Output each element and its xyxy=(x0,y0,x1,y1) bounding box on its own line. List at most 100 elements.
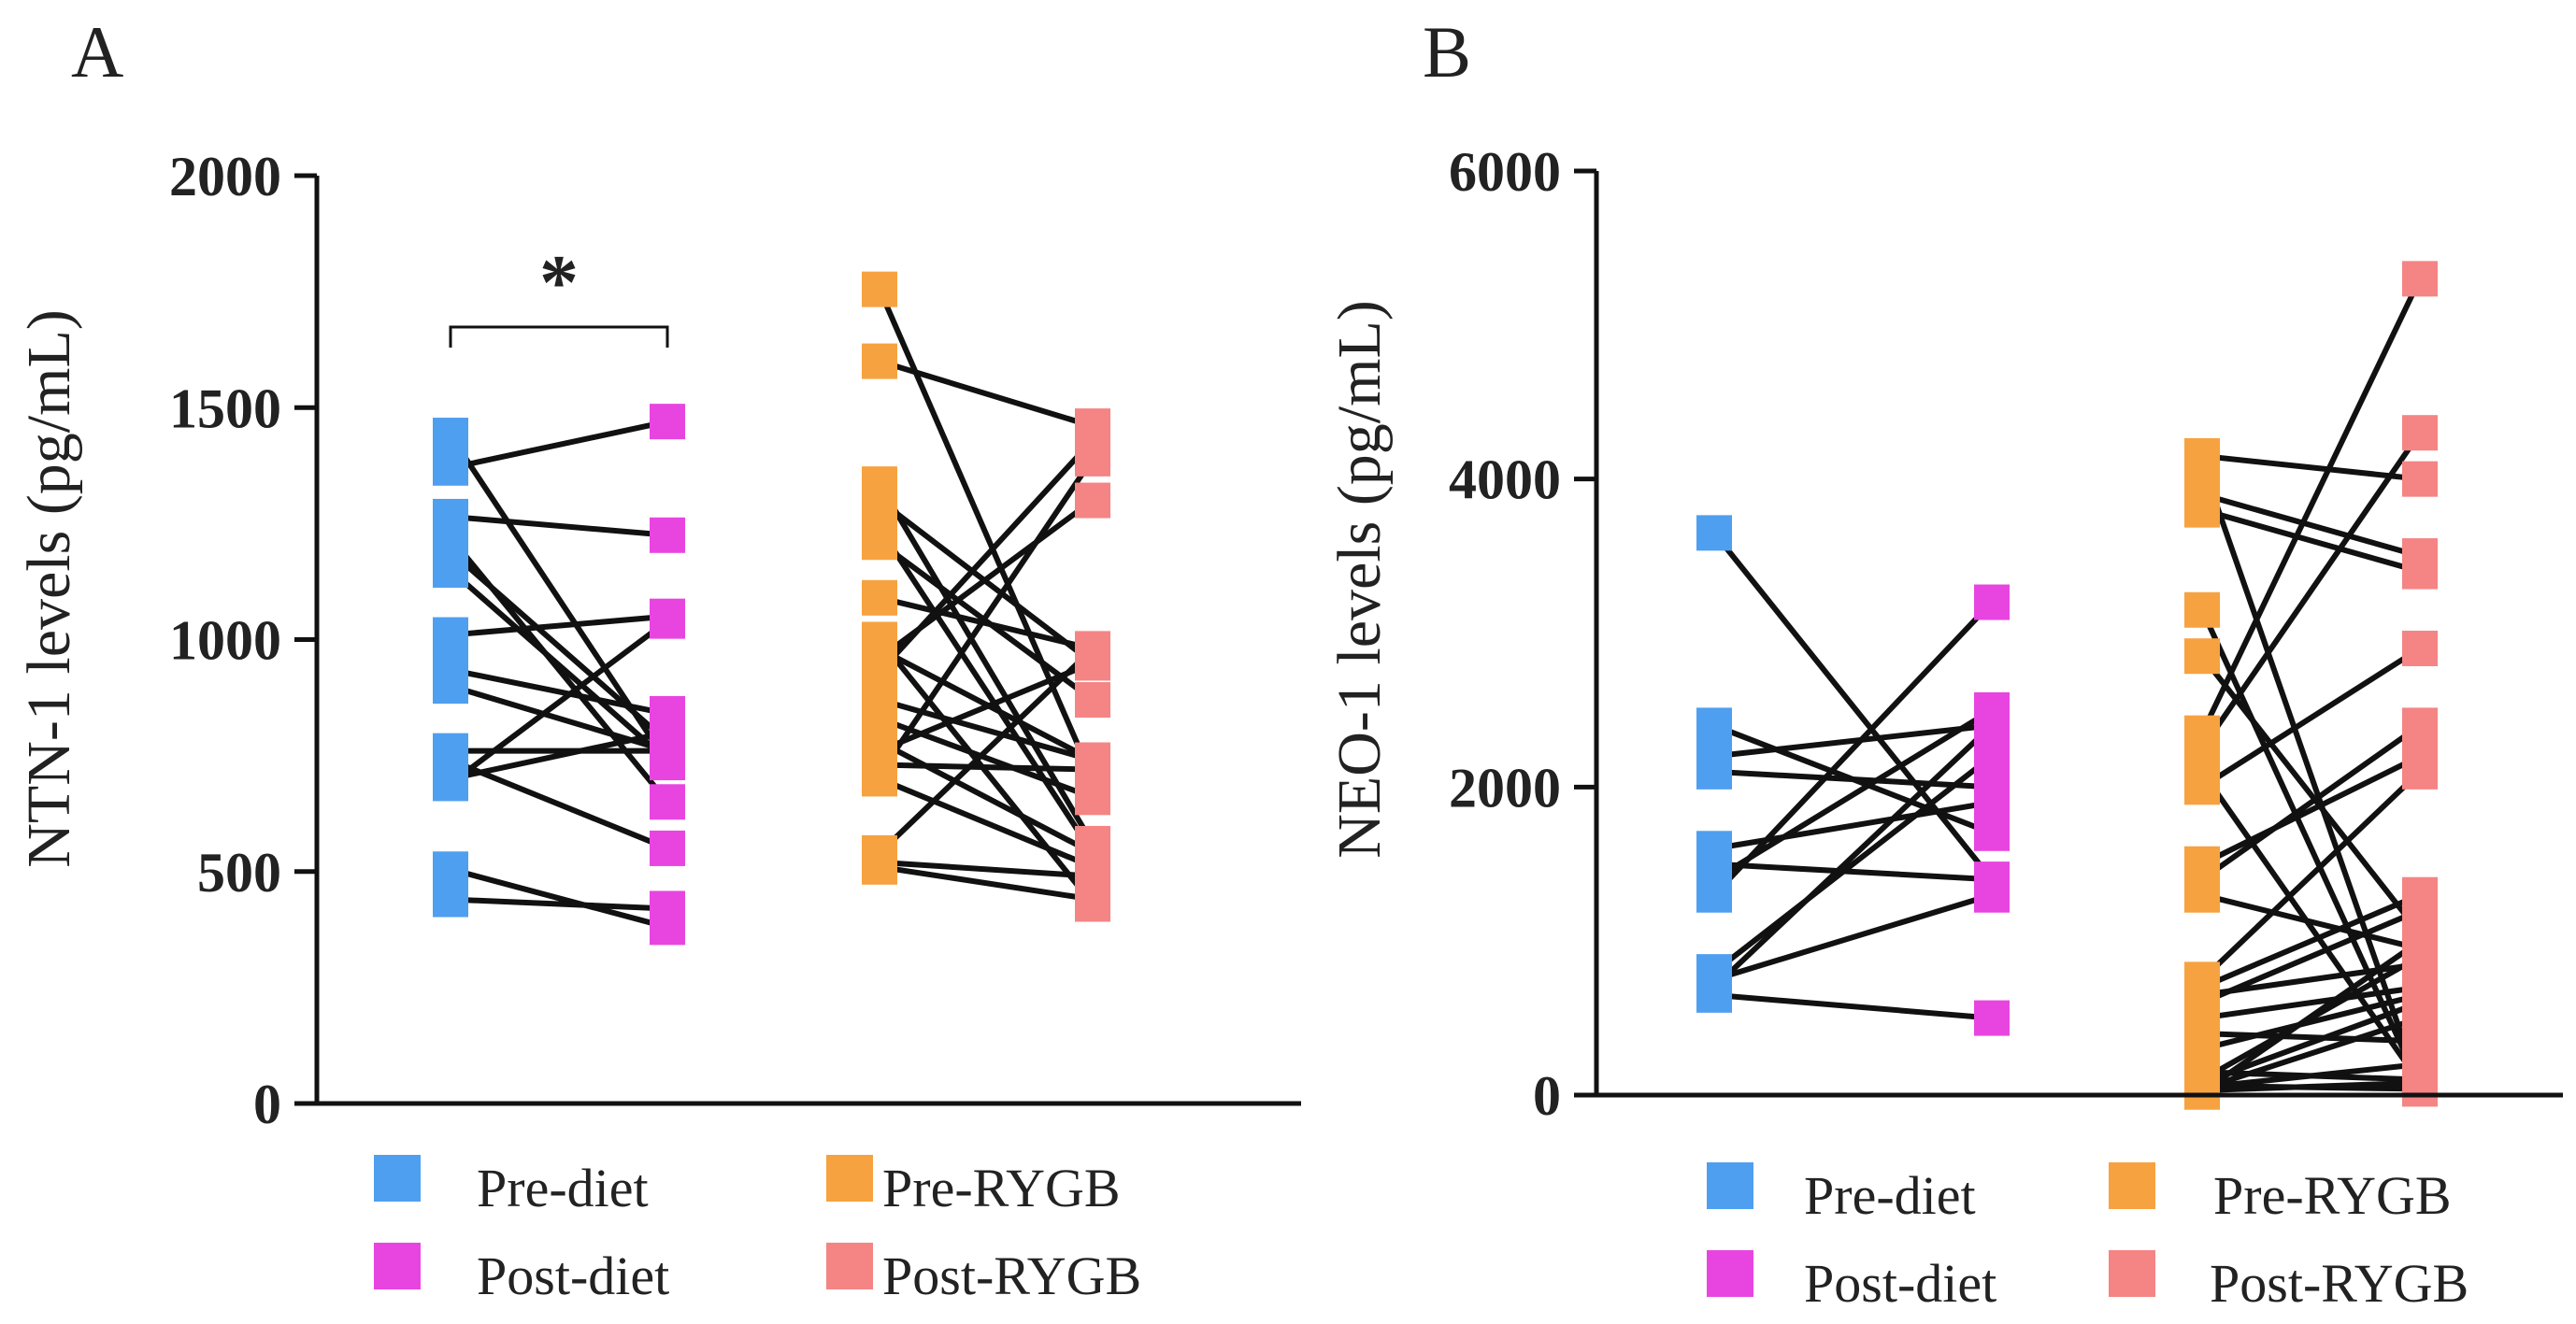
panel-b: B NEO-1 levels (pg/mL) 0 2000 4000 6000 Pre… xyxy=(1325,11,2563,1314)
pair-line-rygb-17 xyxy=(2200,907,2422,1005)
y-tick-label-500: 500 xyxy=(197,842,281,904)
y-tick-label-4000: 4000 xyxy=(1449,449,1561,511)
point-post-diet-13 xyxy=(650,603,685,639)
pair-line-rygb-8 xyxy=(877,637,1095,906)
pair-line-rygb-11 xyxy=(2200,753,2422,867)
pair-line-rygb-19 xyxy=(877,647,1095,856)
panel-a-y-ticks: 0 500 1000 1500 2000 xyxy=(169,146,317,1135)
legend-b-pre-diet-label: Pre-diet xyxy=(1804,1165,1976,1226)
y-tick-label-0: 0 xyxy=(253,1074,281,1135)
y-tick-label-2000: 2000 xyxy=(169,146,281,207)
pair-line-diet-1 xyxy=(1711,531,1995,882)
point-post-rygb-21 xyxy=(1075,881,1110,918)
pair-line-diet-15 xyxy=(450,896,668,912)
point-post-diet-4 xyxy=(650,784,685,820)
point-pre-rygb-1 xyxy=(862,271,897,307)
y-tick-label-2000: 2000 xyxy=(1449,757,1561,819)
legend-a-pre-diet-label: Pre-diet xyxy=(477,1158,649,1218)
point-pre-rygb-28 xyxy=(2184,1074,2220,1110)
point-pre-diet-9 xyxy=(433,668,468,705)
legend-a-pre-rygb-swatch xyxy=(826,1155,873,1202)
pair-line-rygb-8 xyxy=(2199,431,2423,750)
pair-line-rygb-27 xyxy=(2201,1079,2421,1094)
panel-b-letter: B xyxy=(1423,11,1471,93)
point-pre-rygb-4 xyxy=(2184,491,2220,528)
pair-line-rygb-13 xyxy=(2201,891,2421,952)
panel-a: A NTN-1 levels (pg/mL) 0500100015002000 … xyxy=(15,11,1301,1306)
point-pre-rygb-6 xyxy=(862,524,897,561)
point-pre-diet-12 xyxy=(1696,976,1732,1013)
pair-line-rygb-2 xyxy=(2199,463,2423,1089)
panel-a-y-axis-title: NTN-1 levels (pg/mL) xyxy=(15,309,83,868)
point-pre-rygb-2 xyxy=(2184,446,2220,482)
pair-line-rygb-18 xyxy=(878,776,1095,870)
point-post-rygb-8 xyxy=(2402,415,2438,451)
panel-a-legend: Pre-diet Post-diet Pre-RYGB Post-RYGB xyxy=(374,1155,1141,1306)
point-pre-diet-13 xyxy=(433,765,468,802)
pair-line-diet-14 xyxy=(450,866,668,931)
legend-b-post-rygb-label: Post-RYGB xyxy=(2210,1253,2469,1314)
pair-line-rygb-12 xyxy=(2200,722,2422,882)
pair-line-rygb-12 xyxy=(879,697,1094,763)
panel-b-y-ticks: 0 2000 4000 6000 xyxy=(1449,141,1596,1127)
pair-line-rygb-16 xyxy=(879,762,1094,773)
point-pre-diet-1 xyxy=(1696,515,1732,551)
pair-line-diet-9 xyxy=(1712,753,1994,975)
point-pre-rygb-21 xyxy=(862,848,897,885)
legend-b-post-diet-swatch xyxy=(1707,1250,1753,1297)
legend-a-post-rygb-swatch xyxy=(826,1243,873,1289)
point-post-diet-3 xyxy=(650,517,685,553)
point-post-rygb-17 xyxy=(1075,440,1110,477)
point-post-rygb-10 xyxy=(1075,482,1110,519)
point-pre-diet-6 xyxy=(433,552,468,589)
point-post-rygb-7 xyxy=(2402,261,2438,297)
pair-line-diet-3 xyxy=(1713,722,1993,760)
pair-line-diet-2 xyxy=(450,419,668,471)
legend-b-pre-rygb-swatch xyxy=(2109,1162,2155,1209)
pair-line-diet-10 xyxy=(1713,891,1993,983)
point-pre-rygb-2 xyxy=(862,343,897,379)
point-post-diet-12 xyxy=(650,714,685,750)
pair-line-rygb-5 xyxy=(877,526,1095,855)
pair-line-diet-5 xyxy=(449,548,669,744)
point-pre-rygb-5 xyxy=(2184,591,2220,628)
pair-line-diet-6 xyxy=(1713,861,1993,883)
point-post-diet-15 xyxy=(650,890,685,927)
pair-line-rygb-20 xyxy=(879,859,1094,879)
point-pre-rygb-7 xyxy=(862,579,897,616)
panel-b-pair-lines xyxy=(1711,278,2423,1095)
point-post-diet-11 xyxy=(650,830,685,866)
point-pre-diet-1 xyxy=(433,418,468,454)
pair-line-rygb-21 xyxy=(879,863,1094,903)
panel-b-markers xyxy=(1696,261,2438,1110)
pair-line-rygb-25 xyxy=(2201,1061,2421,1090)
pair-line-diet-11 xyxy=(1711,723,1995,989)
point-pre-diet-4 xyxy=(1696,753,1732,790)
legend-b-post-diet-label: Post-diet xyxy=(1804,1253,1996,1314)
pair-line-rygb-3 xyxy=(2201,491,2421,559)
point-post-diet-12 xyxy=(1974,1000,2010,1036)
point-post-rygb-4 xyxy=(2402,553,2438,590)
pair-line-diet-5 xyxy=(1713,799,1993,852)
pair-line-rygb-17 xyxy=(877,457,1095,776)
point-post-rygb-19 xyxy=(1075,631,1110,667)
pair-line-diet-3 xyxy=(450,513,668,538)
pair-line-rygb-28 xyxy=(2200,938,2422,1095)
panel-a-markers xyxy=(433,271,1110,946)
pair-line-rygb-7 xyxy=(2199,278,2423,734)
point-post-rygb-12 xyxy=(2402,707,2438,744)
point-pre-rygb-18 xyxy=(862,761,897,797)
pair-line-rygb-1 xyxy=(2201,452,2421,482)
point-post-rygb-26 xyxy=(2402,1000,2438,1036)
pair-line-rygb-2 xyxy=(879,358,1094,429)
point-post-rygb-16 xyxy=(1075,751,1110,788)
point-post-rygb-1 xyxy=(2402,461,2438,497)
legend-a-pre-diet-swatch xyxy=(374,1155,421,1202)
legend-a-post-diet-swatch xyxy=(374,1243,421,1289)
pair-line-diet-6 xyxy=(449,567,669,762)
pair-line-rygb-11 xyxy=(877,437,1095,675)
pair-line-diet-13 xyxy=(449,619,669,786)
pair-line-rygb-18 xyxy=(2201,984,2421,1021)
pair-line-rygb-4 xyxy=(2201,506,2421,575)
